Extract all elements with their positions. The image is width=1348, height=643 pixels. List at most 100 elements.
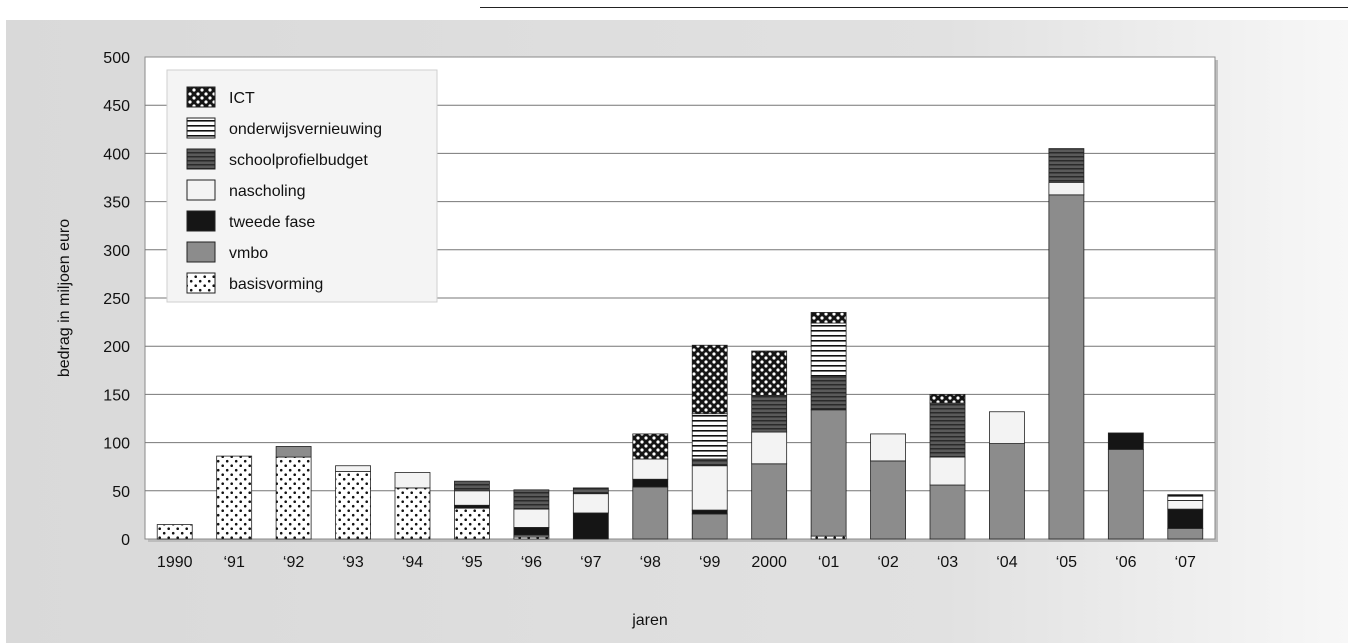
- legend-label: basisvorming: [229, 276, 323, 293]
- legend-swatch: [186, 272, 216, 294]
- x-tick-label: ‘94: [402, 554, 423, 571]
- legend-swatch: [186, 179, 216, 201]
- y-tick-label: 400: [103, 146, 130, 163]
- x-tick-label: ‘07: [1175, 554, 1196, 571]
- x-tick-label: ‘05: [1056, 554, 1077, 571]
- bar-segment: [691, 413, 728, 460]
- bar-segment: [810, 312, 847, 324]
- x-tick-label: 2000: [751, 554, 787, 571]
- bar-segment: [632, 478, 669, 488]
- bar-segment: [394, 487, 431, 540]
- legend-swatch: [186, 117, 216, 139]
- bar-segment: [454, 507, 490, 540]
- bar-segment: [751, 431, 788, 465]
- bar-segment: [929, 484, 966, 540]
- bar-segment: [751, 463, 788, 540]
- bar-segment: [691, 513, 728, 540]
- bar-segment: [454, 490, 490, 506]
- y-axis-label: bedrag in miljoen euro: [56, 219, 73, 377]
- x-tick-label: ‘95: [461, 554, 482, 571]
- x-tick-label: ‘01: [818, 554, 839, 571]
- bar-segment: [632, 458, 669, 480]
- y-tick-label: 300: [103, 243, 130, 260]
- legend-label: schoolprofielbudget: [229, 152, 368, 169]
- bar-segment: [691, 458, 728, 467]
- y-tick-label: 450: [103, 98, 130, 115]
- y-tick-label: 200: [103, 339, 130, 356]
- bar-segment: [156, 524, 193, 540]
- bar-segment: [1167, 494, 1204, 501]
- x-tick-label: ‘93: [342, 554, 363, 571]
- x-tick-label: ‘99: [699, 554, 720, 571]
- x-tick-label: ‘97: [580, 554, 601, 571]
- bar-segment: [572, 487, 609, 495]
- bar-segment: [216, 455, 253, 540]
- legend-label: tweede fase: [229, 214, 315, 231]
- x-tick-labels: 1990 ‘91 ‘92 ‘93 ‘94 ‘95 ‘96 ‘97 ‘98 ‘99 2000 ‘01 ‘0…: [157, 554, 1196, 571]
- x-tick-label: ‘03: [937, 554, 958, 571]
- bar-segment: [454, 504, 490, 509]
- bar-segment: [691, 344, 728, 415]
- bar-segment: [275, 456, 312, 540]
- x-tick-label: ‘98: [640, 554, 661, 571]
- bar-segment: [691, 509, 728, 515]
- gridlines: [145, 104, 1215, 492]
- bar-segment: [454, 480, 490, 492]
- x-tick-label: ‘92: [283, 554, 304, 571]
- bar-segment: [810, 376, 847, 411]
- y-tick-label: 150: [103, 387, 130, 404]
- bar-segment: [870, 433, 906, 462]
- top-rule: [480, 7, 1348, 8]
- y-tick-label: 50: [112, 484, 130, 501]
- x-tick-label: ‘06: [1115, 554, 1136, 571]
- bar-segment: [1107, 432, 1144, 450]
- bar-segment: [513, 508, 550, 528]
- x-tick-label: ‘02: [877, 554, 898, 571]
- legend-label: vmbo: [229, 245, 268, 262]
- bar-segment: [691, 465, 728, 511]
- bar-segment: [1048, 148, 1085, 183]
- bar-segment: [632, 433, 669, 460]
- x-tick-label: ‘91: [223, 554, 244, 571]
- bar-segment: [1107, 448, 1144, 540]
- bar-segment: [810, 409, 847, 537]
- bar-segment: [513, 527, 550, 536]
- legend-swatch: [186, 210, 216, 232]
- y-tick-labels: 0 50 100 150 200 250 300 350 400 450 500: [103, 50, 130, 549]
- y-tick-label: 0: [121, 532, 130, 549]
- y-tick-label: 500: [103, 50, 130, 67]
- x-tick-label: 1990: [157, 554, 193, 571]
- y-tick-label: 350: [103, 195, 130, 212]
- bar-segment: [1048, 194, 1085, 540]
- bar-segment: [335, 471, 371, 540]
- legend-swatch: [186, 241, 216, 263]
- bar-segment: [929, 402, 966, 458]
- legend-swatch: [186, 86, 216, 108]
- x-tick-label: ‘04: [996, 554, 1017, 571]
- bar-segment: [751, 350, 788, 396]
- legend-swatch: [186, 148, 216, 170]
- bar-segment: [989, 443, 1025, 540]
- bar-segment: [335, 465, 371, 472]
- bar-segment: [929, 456, 966, 486]
- bar-segment: [1048, 181, 1085, 196]
- bar-segment: [572, 493, 609, 514]
- bar-segment: [870, 460, 906, 540]
- bar-segment: [275, 446, 312, 458]
- bars: [156, 148, 1204, 540]
- y-tick-label: 250: [103, 291, 130, 308]
- bar-segment: [810, 535, 847, 540]
- bar-segment: [989, 411, 1025, 444]
- bar-segment: [1167, 500, 1204, 510]
- bar-segment: [394, 472, 431, 489]
- y-tick-label: 100: [103, 436, 130, 453]
- bar-segment: [1167, 527, 1204, 540]
- bar-segment: [810, 322, 847, 378]
- bar-segment: [1167, 508, 1204, 529]
- bar-segment: [513, 489, 550, 510]
- bar-segment: [572, 512, 609, 540]
- x-tick-label: ‘96: [521, 554, 542, 571]
- bar-segment: [929, 393, 966, 404]
- bar-segment: [751, 394, 788, 433]
